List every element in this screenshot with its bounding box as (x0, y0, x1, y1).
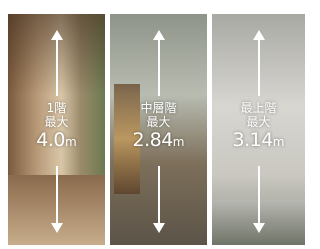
floor: 1階 (8, 102, 105, 116)
arrow-head (51, 223, 63, 233)
height-label: 最上階 最大 3.14m (212, 102, 305, 151)
height-value: 3.14 (232, 129, 272, 151)
unit: m (65, 135, 77, 149)
panel: 最上階 最大 3.14m (212, 14, 305, 245)
max-label: 最大 (110, 116, 207, 130)
page: 1階 最大 4.0m 中層階 最大 2.84m 最上階 最大 3.14m (()… (0, 0, 308, 249)
arrow-line (56, 38, 58, 96)
floor: 最上階 (212, 102, 305, 116)
height-value: 4.0 (36, 129, 65, 151)
height-value: 2.84 (132, 129, 172, 151)
floor: 中層階 (110, 102, 207, 116)
arrow-line (158, 166, 160, 226)
max-label: 最大 (8, 116, 105, 130)
arrow-head (253, 223, 265, 233)
arrow-line (158, 38, 160, 96)
unit: m (173, 135, 185, 149)
arrow-line (258, 38, 260, 96)
arrow-line (56, 166, 58, 226)
arrow-line (258, 166, 260, 226)
unit: m (273, 135, 285, 149)
arrow-head (153, 223, 165, 233)
height-label: 中層階 最大 2.84m (110, 102, 207, 151)
panel: 中層階 最大 2.84m (110, 14, 207, 245)
max-label: 最大 (212, 116, 305, 130)
panel: 1階 最大 4.0m (8, 14, 105, 245)
height-label: 1階 最大 4.0m (8, 102, 105, 151)
